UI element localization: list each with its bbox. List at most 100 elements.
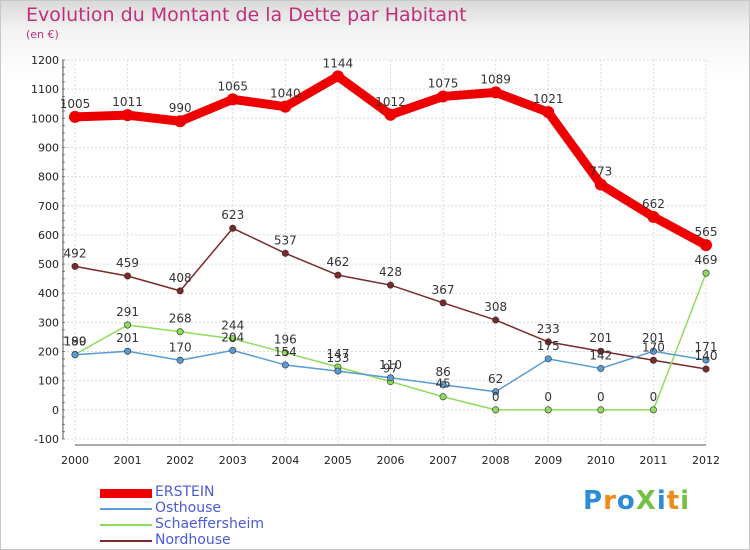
data-point: [597, 406, 605, 414]
y-tick-label: 1000: [31, 112, 59, 125]
data-point: [386, 374, 394, 382]
data-point: [281, 361, 289, 369]
data-label: 233: [537, 322, 560, 336]
x-tick-label: 2001: [114, 454, 142, 467]
data-label: 201: [589, 331, 612, 345]
legend-item-schaeffersheim: Schaeffersheim: [100, 516, 320, 533]
legend-item-nordhouse: Nordhouse: [100, 532, 320, 549]
y-tick-label: 300: [38, 316, 59, 329]
chart-subtitle: (en €): [26, 28, 59, 41]
legend-swatch: [100, 508, 152, 510]
legend-label: Osthouse: [155, 500, 222, 516]
data-point: [124, 321, 132, 329]
chart-title: Evolution du Montant de la Dette par Hab…: [26, 4, 467, 26]
data-label: 408: [169, 271, 192, 285]
data-point: [544, 338, 552, 346]
data-label: 1021: [533, 92, 564, 106]
data-label: 565: [695, 225, 718, 239]
data-point: [594, 178, 607, 191]
data-label: 170: [169, 340, 192, 354]
data-label: 1065: [217, 79, 248, 93]
x-tick-label: 2012: [692, 454, 720, 467]
x-tick-label: 2007: [429, 454, 457, 467]
data-label: 459: [116, 256, 139, 270]
x-tick-label: 2011: [639, 454, 667, 467]
data-point: [492, 388, 500, 396]
logo-letter: X: [635, 486, 657, 516]
data-point: [124, 347, 132, 355]
data-point: [229, 335, 237, 343]
legend-swatch: [100, 524, 152, 526]
data-label: 1144: [323, 56, 354, 70]
data-point: [279, 100, 292, 113]
data-label: 1012: [375, 95, 406, 109]
data-point: [69, 110, 81, 123]
data-label: 86: [435, 365, 450, 379]
data-point: [176, 356, 184, 364]
data-label: 110: [379, 358, 402, 372]
data-label: 147: [326, 347, 349, 361]
data-point: [489, 86, 502, 99]
data-point: [384, 108, 397, 121]
data-point: [176, 328, 184, 336]
data-point: [334, 271, 342, 279]
data-label: 1011: [112, 95, 143, 109]
proxiti-logo: ProXiti: [583, 486, 690, 516]
data-point: [649, 356, 657, 364]
data-point: [597, 364, 605, 372]
data-label: 201: [116, 331, 139, 345]
x-tick-label: 2006: [377, 454, 405, 467]
logo-letter: P: [583, 486, 604, 516]
x-tick-label: 2000: [61, 454, 89, 467]
data-label: 140: [695, 349, 718, 363]
data-point: [439, 381, 447, 389]
y-tick-label: 1200: [31, 54, 59, 67]
data-label: 204: [221, 330, 244, 344]
data-label: 97: [383, 362, 398, 376]
legend-swatch: [100, 540, 152, 542]
data-point: [542, 106, 555, 119]
data-label: 133: [326, 351, 349, 365]
data-label: 662: [642, 197, 665, 211]
legend-swatch: [100, 488, 152, 498]
data-point: [174, 115, 187, 128]
data-point: [492, 316, 500, 324]
data-point: [700, 239, 712, 252]
data-label: 492: [64, 246, 87, 260]
x-tick-label: 2009: [534, 454, 562, 467]
data-label: 142: [589, 348, 612, 362]
logo-letter: r: [603, 486, 617, 516]
data-label: 175: [537, 339, 560, 353]
data-label: 623: [221, 208, 244, 222]
data-point: [229, 346, 237, 354]
data-label: 308: [484, 300, 507, 314]
data-point: [702, 269, 710, 277]
data-point: [597, 347, 605, 355]
data-point: [331, 70, 344, 83]
data-label: 1040: [270, 87, 301, 101]
y-tick-label: -100: [34, 433, 59, 446]
data-point: [647, 210, 660, 223]
data-point: [439, 393, 447, 401]
data-label: 462: [326, 255, 349, 269]
logo-letter: o: [616, 486, 636, 516]
data-label: 190: [64, 334, 87, 348]
y-tick-label: 800: [38, 171, 59, 184]
data-label: 0: [544, 390, 552, 404]
logo-letter: i: [680, 486, 691, 516]
data-label: 990: [169, 101, 192, 115]
data-label: 154: [274, 345, 297, 359]
y-tick-label: 900: [38, 141, 59, 154]
y-tick-label: 0: [52, 404, 59, 417]
data-label: 0: [492, 390, 500, 404]
data-label: 171: [695, 340, 718, 354]
data-point: [437, 90, 450, 103]
data-point: [281, 249, 289, 257]
data-label: 62: [488, 372, 503, 386]
y-tick-label: 600: [38, 229, 59, 242]
y-tick-label: 500: [38, 258, 59, 271]
legend-label: Nordhouse: [155, 532, 231, 548]
data-point: [71, 262, 79, 270]
data-label: 170: [642, 340, 665, 354]
x-tick-label: 2005: [324, 454, 352, 467]
